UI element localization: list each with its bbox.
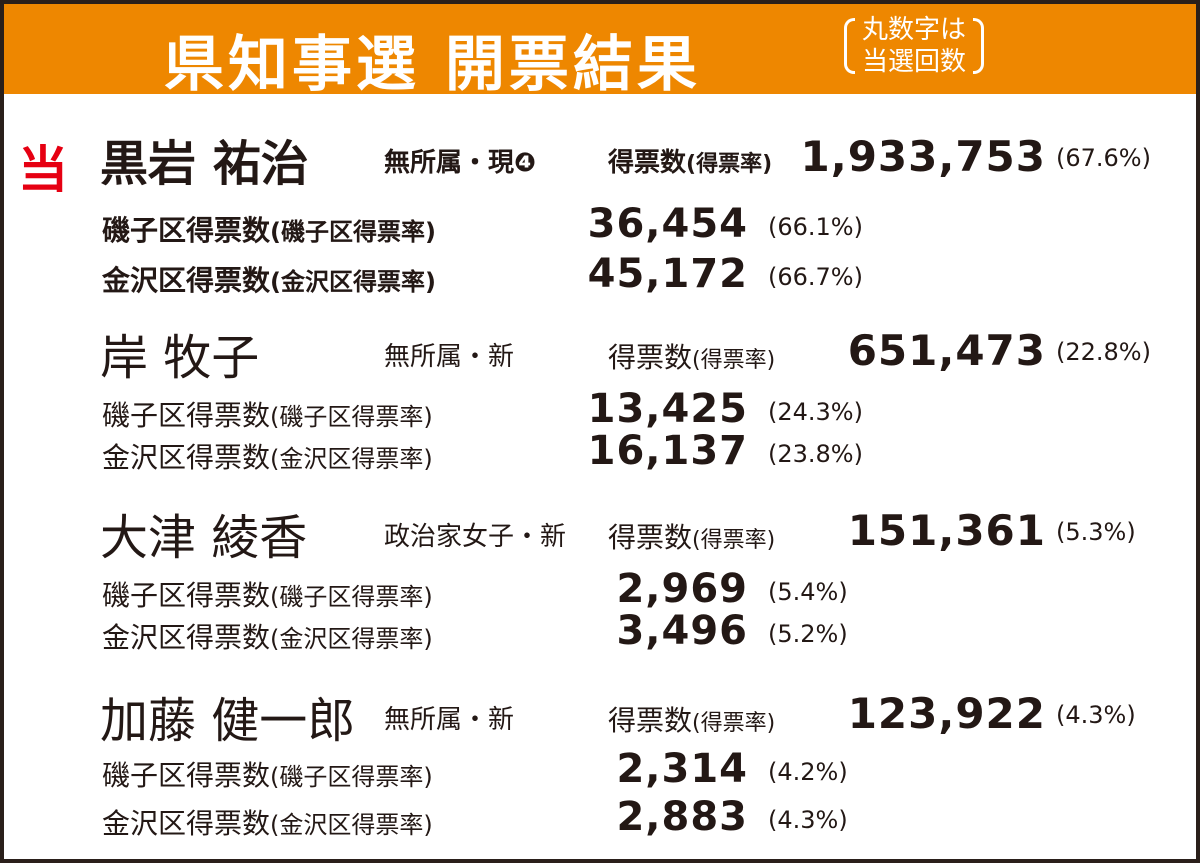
district-votes: 3,496	[616, 608, 748, 654]
district-row: 磯子区得票数(磯子区得票率) 13,425 (24.3%)	[4, 386, 1196, 460]
header-bar: 県知事選 開票結果 丸数字は 当選回数	[4, 4, 1196, 100]
vote-rate-label: (得票率)	[692, 711, 776, 736]
vote-label: 得票数(得票率)	[608, 336, 775, 376]
candidate-name: 黒岩 祐治	[100, 136, 309, 192]
district-rate: (66.7%)	[768, 263, 863, 291]
header-note-line2: 当選回数	[862, 47, 967, 77]
district-rate-label: (金沢区得票率)	[270, 445, 433, 473]
district-vote-label: 磯子区得票数	[102, 214, 271, 247]
candidate-party: 政治家女子・新	[384, 522, 567, 552]
vote-count-label: 得票数	[608, 704, 693, 737]
candidate-party: 無所属・現❹	[384, 148, 537, 178]
district-votes: 2,969	[616, 566, 748, 612]
district-votes: 2,314	[616, 746, 748, 792]
district-label: 金沢区得票数(金沢区得票率)	[102, 436, 433, 476]
district-votes: 45,172	[587, 251, 748, 297]
district-row: 磯子区得票数(磯子区得票率) 2,969 (5.4%)	[4, 566, 1196, 640]
total-votes: 151,361	[847, 506, 1046, 555]
vote-count-label: 得票数	[608, 341, 693, 374]
total-votes: 1,933,753	[800, 132, 1046, 181]
elected-mark: 当	[18, 141, 68, 199]
district-label: 磯子区得票数(磯子区得票率)	[102, 754, 433, 794]
district-vote-label: 磯子区得票数	[102, 399, 271, 432]
district-rate: (24.3%)	[768, 398, 863, 426]
candidate-row: 当黒岩 祐治 無所属・現❹ 得票数(得票率) 1,933,753 (67.6%)	[4, 132, 1196, 206]
district-rate: (4.3%)	[768, 806, 848, 834]
total-votes: 651,473	[847, 326, 1046, 375]
district-rate-label: (金沢区得票率)	[270, 811, 433, 839]
district-label: 金沢区得票数(金沢区得票率)	[102, 802, 433, 842]
district-row: 金沢区得票数(金沢区得票率) 16,137 (23.8%)	[4, 428, 1196, 502]
district-row: 磯子区得票数(磯子区得票率) 36,454 (66.1%)	[4, 201, 1196, 275]
candidate-name: 岸 牧子	[100, 330, 260, 386]
district-rate-label: (磯子区得票率)	[270, 218, 436, 246]
vote-label: 得票数(得票率)	[608, 142, 772, 179]
total-votes: 123,922	[847, 689, 1046, 738]
candidate-row: 岸 牧子 無所属・新 得票数(得票率) 651,473 (22.8%)	[4, 326, 1196, 400]
district-rate-label: (磯子区得票率)	[270, 763, 433, 791]
page-title: 県知事選 開票結果	[164, 30, 701, 100]
district-vote-label: 磯子区得票数	[102, 579, 271, 612]
header-note: 丸数字は 当選回数	[844, 14, 985, 78]
district-votes: 2,883	[616, 794, 748, 840]
district-rate: (5.2%)	[768, 620, 848, 648]
district-label: 金沢区得票数(金沢区得票率)	[102, 259, 436, 299]
vote-rate-label: (得票率)	[692, 528, 776, 553]
total-rate: (22.8%)	[1056, 338, 1151, 366]
district-votes: 13,425	[587, 386, 748, 432]
district-vote-label: 金沢区得票数	[102, 621, 271, 654]
district-vote-label: 磯子区得票数	[102, 759, 271, 792]
vote-count-label: 得票数	[608, 148, 687, 178]
district-rate-label: (金沢区得票率)	[270, 625, 433, 653]
district-rate: (5.4%)	[768, 578, 848, 606]
district-label: 磯子区得票数(磯子区得票率)	[102, 394, 433, 434]
total-rate: (5.3%)	[1056, 518, 1136, 546]
district-vote-label: 金沢区得票数	[102, 264, 271, 297]
candidate-party: 無所属・新	[384, 342, 515, 372]
total-rate: (67.6%)	[1056, 144, 1151, 172]
district-rate-label: (磯子区得票率)	[270, 583, 433, 611]
district-label: 金沢区得票数(金沢区得票率)	[102, 616, 433, 656]
district-row: 磯子区得票数(磯子区得票率) 2,314 (4.2%)	[4, 746, 1196, 820]
vote-label: 得票数(得票率)	[608, 699, 775, 739]
candidate-name: 大津 綾香	[100, 510, 308, 566]
candidate-row: 加藤 健一郎 無所属・新 得票数(得票率) 123,922 (4.3%)	[4, 689, 1196, 763]
district-rate-label: (磯子区得票率)	[270, 403, 433, 431]
district-label: 磯子区得票数(磯子区得票率)	[102, 574, 433, 614]
district-row: 金沢区得票数(金沢区得票率) 45,172 (66.7%)	[4, 251, 1196, 325]
district-row: 金沢区得票数(金沢区得票率) 2,883 (4.3%)	[4, 794, 1196, 868]
district-votes: 36,454	[587, 201, 748, 247]
district-vote-label: 金沢区得票数	[102, 441, 271, 474]
total-rate: (4.3%)	[1056, 701, 1136, 729]
candidate-party: 無所属・新	[384, 705, 515, 735]
district-rate-label: (金沢区得票率)	[270, 268, 436, 296]
district-row: 金沢区得票数(金沢区得票率) 3,496 (5.2%)	[4, 608, 1196, 682]
header-note-line1: 丸数字は	[862, 15, 967, 45]
candidate-name: 加藤 健一郎	[100, 693, 356, 749]
district-rate: (23.8%)	[768, 440, 863, 468]
district-vote-label: 金沢区得票数	[102, 807, 271, 840]
district-votes: 16,137	[587, 428, 748, 474]
district-rate: (66.1%)	[768, 213, 863, 241]
vote-rate-label: (得票率)	[692, 348, 776, 373]
candidate-row: 大津 綾香 政治家女子・新 得票数(得票率) 151,361 (5.3%)	[4, 506, 1196, 580]
vote-count-label: 得票数	[608, 521, 693, 554]
district-rate: (4.2%)	[768, 758, 848, 786]
vote-label: 得票数(得票率)	[608, 516, 775, 556]
vote-rate-label: (得票率)	[686, 152, 773, 177]
district-label: 磯子区得票数(磯子区得票率)	[102, 209, 436, 249]
